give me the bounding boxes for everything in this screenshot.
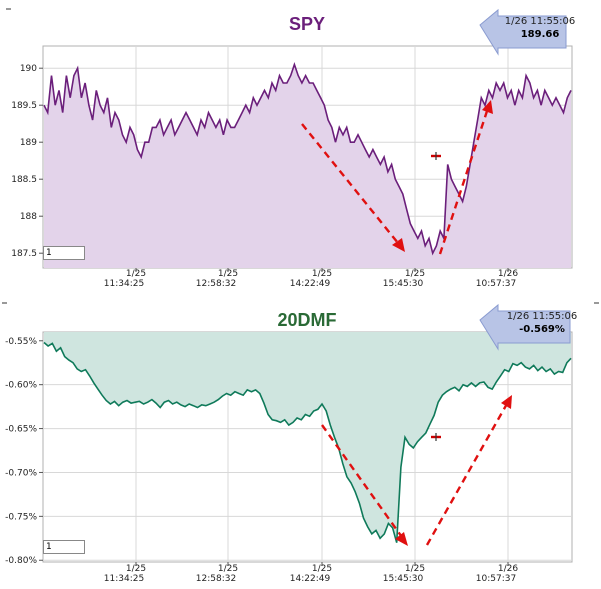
20dmf-y-tick-label: -0.75% <box>5 512 37 522</box>
spy-y-tick-label: 188 <box>20 212 37 222</box>
spy-x-tick-time: 11:34:25 <box>104 279 144 289</box>
spy-callout-time: 1/26 11:55:06 <box>505 16 576 27</box>
spy-y-ticks: 187.5 188 188.5 189 189.5 190 <box>11 64 43 259</box>
20dmf-chart: -0.55% -0.60% -0.65% -0.70% -0.75% -0.80% 1/2… <box>2 302 599 584</box>
spy-callout-arrow-icon <box>479 8 567 56</box>
spy-x-tick-time: 15:45:30 <box>383 279 424 289</box>
spy-callout-value: 189.66 <box>521 29 560 40</box>
20dmf-x-ticks: 1/2511:34:251/2512:58:321/2514:22:491/25… <box>104 562 518 584</box>
20dmf-y-tick-label: -0.70% <box>5 468 37 478</box>
20dmf-up-arrowhead-icon <box>501 395 512 409</box>
20dmf-callout-arrow-icon <box>479 303 571 351</box>
spy-period-input[interactable]: 1 <box>43 246 85 260</box>
20dmf-x-tick-time: 14:22:49 <box>290 574 331 584</box>
20dmf-x-tick-date: 1/25 <box>218 564 238 574</box>
20dmf-gap-marker <box>431 433 441 441</box>
spy-down-arrowhead-icon <box>392 238 405 252</box>
spy-up-arrow <box>438 107 490 255</box>
20dmf-y-tick-label: -0.65% <box>5 425 37 435</box>
20dmf-x-tick-date: 1/26 <box>498 564 518 574</box>
20dmf-x-tick-time: 12:58:32 <box>196 574 236 584</box>
20dmf-y-tick-label: -0.60% <box>5 381 37 391</box>
spy-callout: 1/26 11:55:06 189.66 <box>479 8 576 56</box>
spy-x-tick-date: 1/25 <box>218 269 238 279</box>
spy-price-line <box>43 62 572 256</box>
spy-x-tick-date: 1/26 <box>498 269 518 279</box>
spy-x-tick-date: 1/25 <box>405 269 425 279</box>
20dmf-callout-time: 1/26 11:55:06 <box>507 311 578 322</box>
20dmf-x-tick-time: 11:34:25 <box>104 574 144 584</box>
spy-x-tick-time: 14:22:49 <box>290 279 331 289</box>
spy-y-tick-label: 188.5 <box>11 175 37 185</box>
20dmf-x-tick-time: 10:57:37 <box>476 574 516 584</box>
spy-down-arrow <box>301 123 403 249</box>
spy-y-tick-label: 189 <box>20 138 37 148</box>
20dmf-x-tick-date: 1/25 <box>312 564 332 574</box>
20dmf-period-input[interactable]: 1 <box>43 540 85 554</box>
20dmf-callout-value: -0.569% <box>519 324 565 335</box>
20dmf-x-tick-date: 1/25 <box>405 564 425 574</box>
spy-y-tick-label: 189.5 <box>11 101 37 111</box>
20dmf-x-tick-date: 1/25 <box>126 564 146 574</box>
spy-gap-marker <box>431 152 441 160</box>
20dmf-callout: 1/26 11:55:06 -0.569% <box>479 303 578 351</box>
20dmf-down-arrowhead-icon <box>395 532 408 546</box>
spy-x-tick-date: 1/25 <box>126 269 146 279</box>
spy-x-tick-date: 1/25 <box>312 269 332 279</box>
spy-x-ticks: 1/2511:34:251/2512:58:321/2514:22:491/25… <box>104 268 518 289</box>
spy-area-fill <box>44 64 571 268</box>
20dmf-annotation-arrows <box>321 395 512 546</box>
20dmf-area-fill <box>44 332 571 543</box>
spy-y-tick-label: 187.5 <box>11 249 37 259</box>
20dmf-title: 20DMF <box>277 310 336 330</box>
spy-annotation-arrows <box>301 100 493 255</box>
20dmf-up-arrow <box>425 401 510 546</box>
20dmf-x-tick-time: 15:45:30 <box>383 574 424 584</box>
spy-x-tick-time: 10:57:37 <box>476 279 516 289</box>
20dmf-y-tick-label: -0.55% <box>5 337 37 347</box>
spy-x-tick-time: 12:58:32 <box>196 279 236 289</box>
spy-title: SPY <box>289 14 325 34</box>
20dmf-y-tick-label: -0.80% <box>5 556 37 566</box>
20dmf-y-ticks: -0.55% -0.60% -0.65% -0.70% -0.75% -0.80% <box>5 337 43 566</box>
20dmf-line <box>43 341 572 543</box>
spy-y-tick-label: 190 <box>20 64 37 74</box>
20dmf-grid <box>43 332 572 562</box>
spy-up-arrowhead-icon <box>482 100 493 114</box>
